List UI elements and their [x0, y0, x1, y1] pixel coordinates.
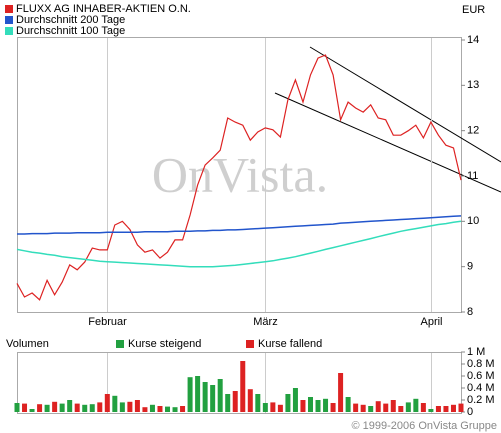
- volume-bar: [59, 403, 65, 412]
- volume-bar: [300, 400, 306, 412]
- volume-bar: [172, 407, 178, 412]
- volume-bar: [82, 404, 88, 412]
- x-tick-label: Februar: [88, 316, 127, 328]
- series-line: [16, 220, 462, 268]
- y-tick-label: 14: [467, 34, 479, 46]
- y-tick-label: 0.8 M: [467, 358, 495, 370]
- volume-bar: [413, 398, 419, 412]
- volume-bar: [292, 388, 298, 412]
- y-tick-label: 13: [467, 79, 479, 91]
- volume-bar: [37, 404, 43, 412]
- volume-bar: [458, 403, 464, 412]
- volume-bar: [202, 382, 208, 412]
- copyright: © 1999-2006 OnVista Gruppe: [352, 420, 498, 432]
- volume-bar: [225, 394, 231, 412]
- series-line: [17, 215, 462, 235]
- legend-swatch: [5, 27, 13, 35]
- volume-bar: [262, 403, 268, 412]
- volume-bar: [104, 394, 110, 412]
- volume-bar: [22, 403, 28, 412]
- volume-bar: [29, 409, 35, 412]
- volume-bar: [277, 404, 283, 412]
- volume-bar: [405, 402, 411, 412]
- volume-bar: [157, 406, 163, 412]
- y-tick-label: 12: [467, 125, 479, 137]
- volume-bar: [149, 404, 155, 412]
- volume-bar: [428, 409, 434, 412]
- volume-bar: [315, 400, 321, 412]
- volume-bar: [330, 403, 336, 412]
- volume-bar: [180, 406, 186, 412]
- trend-line: [309, 46, 501, 163]
- y-tick-label: 0.6 M: [467, 370, 495, 382]
- y-tick-label: 8: [467, 306, 473, 318]
- volume-bar: [232, 391, 238, 412]
- volume-bar: [74, 403, 80, 412]
- volume-bar: [14, 403, 20, 412]
- volume-bar: [255, 394, 261, 412]
- volume-bar: [119, 402, 125, 412]
- x-tick-label: März: [253, 316, 277, 328]
- currency: EUR: [462, 4, 485, 16]
- legend-label: Durchschnitt 200 Tage: [16, 14, 125, 26]
- volume-bar: [142, 407, 148, 412]
- volume-bar: [338, 373, 344, 412]
- legend-label: Kurse steigend: [128, 338, 201, 350]
- legend-swatch: [5, 5, 13, 13]
- volume-bar: [240, 361, 246, 412]
- legend-label: Kurse fallend: [258, 338, 322, 350]
- legend-swatch: [246, 340, 254, 348]
- volume-bar: [443, 406, 449, 412]
- volume-bar: [307, 397, 313, 412]
- volume-bar: [383, 403, 389, 412]
- y-tick-label: 9: [467, 261, 473, 273]
- volume-bar: [353, 403, 359, 412]
- volume-bar: [112, 395, 118, 412]
- volume-bar: [52, 401, 58, 412]
- volume-bar: [195, 376, 201, 412]
- volume-bar: [435, 406, 441, 412]
- volume-bar: [360, 404, 366, 412]
- legend-swatch: [116, 340, 124, 348]
- volume-bar: [368, 406, 374, 412]
- volume-bar: [165, 406, 171, 412]
- volume-bar: [420, 403, 426, 412]
- volume-bar: [217, 379, 223, 412]
- volume-bar: [375, 401, 381, 412]
- volume-bar: [247, 389, 253, 412]
- volume-bar: [270, 402, 276, 412]
- y-tick-label: 0.4 M: [467, 382, 495, 394]
- volume-bar: [398, 406, 404, 412]
- y-tick-label: 1 M: [467, 346, 485, 358]
- y-tick-label: 0: [467, 406, 473, 418]
- volume-bar: [450, 404, 456, 412]
- volume-bar: [345, 397, 351, 412]
- legend-label: FLUXX AG INHABER-AKTIEN O.N.: [16, 3, 191, 15]
- volume-bar: [67, 400, 73, 412]
- volume-bar: [323, 398, 329, 412]
- volume-bar: [44, 404, 50, 412]
- y-tick-label: 0.2 M: [467, 394, 495, 406]
- volume-bar: [390, 400, 396, 412]
- volume-bar: [127, 401, 133, 412]
- legend-swatch: [5, 16, 13, 24]
- y-tick-label: 10: [467, 215, 479, 227]
- volume-title: Volumen: [6, 338, 49, 350]
- volume-bar: [210, 385, 216, 412]
- volume-frame: [17, 352, 462, 414]
- series-line: [16, 54, 462, 301]
- legend-label: Durchschnitt 100 Tage: [16, 25, 125, 37]
- volume-bar: [134, 400, 140, 412]
- watermark: OnVista.: [152, 146, 328, 202]
- volume-bar: [285, 394, 291, 412]
- x-tick-label: April: [420, 316, 442, 328]
- volume-bar: [89, 404, 95, 412]
- volume-bar: [187, 377, 193, 412]
- y-tick-label: 11: [467, 170, 478, 182]
- volume-bar: [97, 402, 103, 412]
